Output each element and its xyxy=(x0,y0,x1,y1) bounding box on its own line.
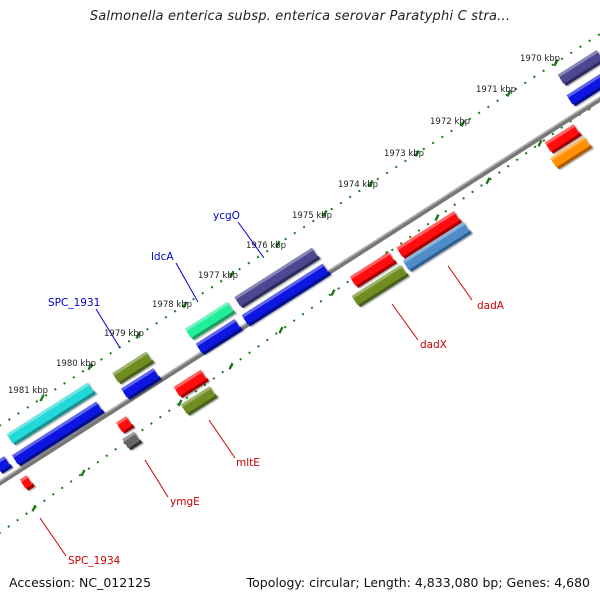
tick-label: 1975 kbp xyxy=(292,211,332,221)
major-tick xyxy=(537,139,543,147)
gene-block[interactable] xyxy=(6,382,96,446)
gene-label-reverse[interactable]: mltE xyxy=(236,457,260,469)
major-tick xyxy=(322,209,328,217)
gene-block[interactable] xyxy=(121,368,162,401)
tick-label: 1977 kbp xyxy=(198,271,238,281)
major-tick xyxy=(182,301,188,309)
gene-block[interactable] xyxy=(550,136,593,170)
leader-line xyxy=(447,265,473,301)
major-tick xyxy=(229,270,235,278)
major-tick xyxy=(135,331,141,339)
major-tick xyxy=(330,289,336,297)
genome-summary-text: Topology: circular; Length: 4,833,080 bp… xyxy=(246,575,590,590)
gene-block[interactable] xyxy=(173,369,209,399)
gene-block[interactable] xyxy=(557,49,600,86)
major-tick xyxy=(275,240,281,248)
tick-label: 1974 kbp xyxy=(338,180,378,190)
gene-block[interactable] xyxy=(0,456,13,475)
major-tick xyxy=(39,394,45,402)
major-tick xyxy=(80,469,86,477)
major-tick xyxy=(460,119,466,127)
major-tick xyxy=(553,59,559,67)
tick-label: 1981 kbp xyxy=(8,386,48,396)
gene-label-reverse[interactable]: dadX xyxy=(420,339,447,351)
major-tick xyxy=(278,326,284,334)
tick-label: 1972 kbp xyxy=(430,117,470,127)
leader-line xyxy=(95,308,121,349)
gene-block[interactable] xyxy=(566,71,600,107)
major-tick xyxy=(434,214,440,222)
leader-line xyxy=(208,419,236,459)
tick-label: 1976 kbp xyxy=(246,241,286,251)
gene-block[interactable] xyxy=(112,351,155,385)
gene-block[interactable] xyxy=(180,386,218,417)
major-tick xyxy=(177,399,183,407)
leader-line xyxy=(144,459,169,498)
gene-label-reverse[interactable]: SPC_1934 xyxy=(68,555,121,567)
gene-label-forward[interactable]: SPC_1931 xyxy=(48,297,100,309)
major-tick xyxy=(485,177,491,185)
map-title: Salmonella enterica subsp. enterica sero… xyxy=(89,9,511,24)
gene-label-forward[interactable]: ldcA xyxy=(151,251,174,263)
gene-block[interactable] xyxy=(349,251,397,288)
gene-block[interactable] xyxy=(11,401,105,467)
gene-label-forward[interactable]: ycgO xyxy=(213,210,240,222)
tick-label: 1979 kbp xyxy=(104,329,144,339)
gene-block[interactable] xyxy=(351,264,409,308)
accession-text: Accession: NC_012125 xyxy=(9,575,152,590)
tick-label: 1980 kbp xyxy=(56,359,96,369)
tick-label: 1973 kbp xyxy=(384,149,424,159)
gene-block[interactable] xyxy=(402,221,472,272)
gene-block[interactable] xyxy=(122,431,143,451)
gene-block[interactable] xyxy=(115,416,135,435)
gene-block[interactable] xyxy=(396,211,463,260)
major-tick xyxy=(414,149,420,157)
leader-line xyxy=(175,262,199,303)
tick-label: 1971 kbp xyxy=(476,85,516,95)
gene-block[interactable] xyxy=(234,247,321,309)
leader-line xyxy=(39,517,67,557)
major-tick xyxy=(368,179,374,187)
major-tick xyxy=(506,89,512,97)
inner-dotted-track xyxy=(0,99,600,535)
major-tick xyxy=(87,363,93,371)
features xyxy=(0,49,600,492)
major-tick xyxy=(228,362,234,370)
gene-block[interactable] xyxy=(184,301,236,341)
leader-line xyxy=(391,303,419,341)
gene-block[interactable] xyxy=(544,124,582,155)
gene-label-reverse[interactable]: ymgE xyxy=(170,496,200,508)
gene-block[interactable] xyxy=(241,263,331,327)
leader-line xyxy=(237,221,265,259)
gene-block[interactable] xyxy=(195,318,243,355)
tick-label: 1978 kbp xyxy=(152,300,192,310)
tick-label: 1970 kbp xyxy=(520,54,560,64)
gene-label-reverse[interactable]: dadA xyxy=(477,300,505,312)
major-tick xyxy=(31,504,37,512)
gene-block[interactable] xyxy=(19,475,35,492)
